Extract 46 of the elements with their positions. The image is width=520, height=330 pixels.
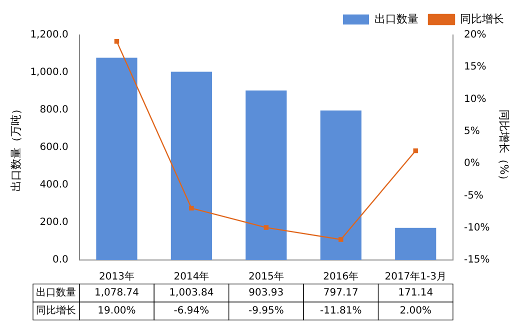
x-tick-label: 2016年: [323, 270, 359, 283]
y-tick-label: 400.0: [40, 180, 68, 191]
y-axis-title: 出口数量（万吨）: [9, 104, 22, 192]
data-label: 1,003.84: [169, 288, 214, 299]
data-label: 19.00%: [98, 306, 136, 317]
point: [114, 39, 120, 44]
y-tick-label: 0.0: [52, 254, 68, 266]
legend-label: 同比增长: [460, 12, 504, 26]
bar: [246, 90, 287, 260]
bar: [170, 72, 212, 260]
y2-tick-label: 20%: [464, 30, 486, 41]
text: 同比增长: [36, 306, 76, 317]
point: [338, 237, 344, 242]
y2-axis-title: 同比增长（%）: [498, 109, 511, 186]
x-tick-label: 2015年: [248, 270, 284, 283]
y2-tick-label: -5%: [464, 190, 484, 202]
text: 出口数量: [36, 288, 76, 299]
data-label: 797.17: [323, 288, 358, 299]
data-label: 171.14: [398, 288, 434, 299]
point: [264, 225, 269, 230]
bar: [395, 228, 436, 260]
y2-tick-label: 0%: [464, 158, 480, 170]
y-tick-label: 1,000.0: [30, 67, 68, 78]
data-label: -11.81%: [320, 306, 362, 317]
point: [413, 148, 418, 154]
y2-tick-label: 5%: [464, 126, 480, 138]
y2-tick-label: 15%: [464, 62, 486, 73]
y-tick-label: 800.0: [40, 104, 68, 116]
bar: [96, 58, 138, 260]
bar: [320, 110, 362, 260]
data-label: 903.93: [248, 288, 284, 299]
data-label: -9.95%: [248, 306, 284, 317]
x-tick-label: 2013年: [99, 270, 134, 283]
data-label: 1,078.74: [94, 288, 139, 299]
data-label: -6.94%: [174, 306, 210, 317]
y2-tick-label: -15%: [464, 254, 490, 266]
legend-label: 出口数量: [374, 12, 418, 26]
y2-tick-label: -10%: [464, 222, 490, 234]
point: [189, 206, 194, 211]
x-tick-label: 2017年1-3月: [384, 270, 447, 283]
data-label: 2.00%: [400, 306, 432, 317]
y-tick-label: 200.0: [40, 217, 68, 228]
y-tick-label: 600.0: [40, 142, 68, 154]
y-tick-label: 1,200.0: [30, 30, 68, 41]
y2-tick-label: 10%: [464, 94, 486, 105]
x-tick-label: 2014年: [174, 270, 210, 283]
